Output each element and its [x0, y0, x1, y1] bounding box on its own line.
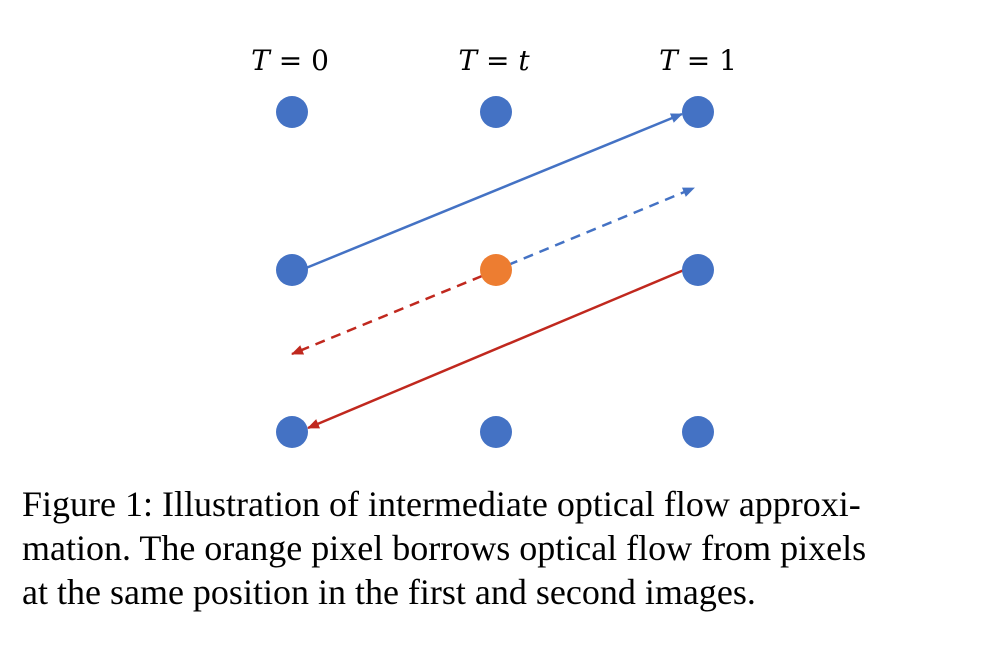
- pixel-dot: [480, 416, 512, 448]
- column-label-t1: T = 1: [659, 44, 737, 77]
- pixel-dot: [276, 96, 308, 128]
- column-label-t0: T = 0: [251, 44, 329, 77]
- forward-flow-dashed-arrow: [507, 186, 695, 267]
- caption-line: mation. The orange pixel borrows optical…: [22, 528, 867, 568]
- orange-pixel-dot: [480, 254, 512, 286]
- pixel-dot: [480, 96, 512, 128]
- pixel-dot: [682, 254, 714, 286]
- forward-flow-arrow: [305, 112, 683, 270]
- figure-caption: Figure 1: Illustration of intermediate o…: [22, 482, 972, 614]
- caption-line: at the same position in the first and se…: [22, 572, 756, 612]
- pixel-dot: [682, 416, 714, 448]
- pixel-dot: [276, 254, 308, 286]
- column-label-tt: T = t: [458, 44, 530, 77]
- flow-diagram: T = 0 T = t T = 1: [251, 44, 737, 448]
- caption-line: Figure 1: Illustration of intermediate o…: [22, 484, 861, 524]
- backward-flow-dashed-arrow: [291, 274, 483, 356]
- pixel-dot: [682, 96, 714, 128]
- backward-flow-arrow: [307, 268, 685, 430]
- pixel-dot: [276, 416, 308, 448]
